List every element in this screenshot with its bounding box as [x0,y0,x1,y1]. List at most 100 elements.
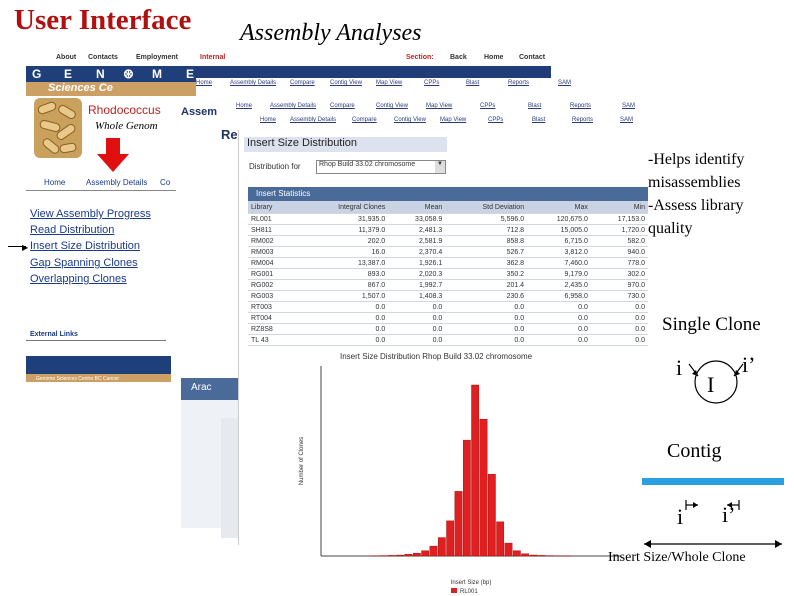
mid-nav-item[interactable]: Reports [508,80,529,86]
lower-panel-strip [221,418,238,538]
y-axis-label: Number of Clones [299,437,305,485]
histogram-bar [488,474,495,556]
mid-nav-item[interactable]: Home [196,80,212,86]
table-cell: 1,992.7 [388,280,445,291]
table-cell: 0.0 [591,302,648,313]
histogram-bar [438,538,445,556]
subnav-home[interactable]: Home [44,178,65,187]
mid-nav-item[interactable]: SAM [622,103,635,109]
nav-employment[interactable]: Employment [136,54,178,61]
nav-contacts[interactable]: Contacts [88,54,118,61]
mid-nav-item[interactable]: Blast [528,103,541,109]
table-cell: 0.0 [445,313,527,324]
table-cell: RM004 [248,258,297,269]
link-overlapping-clones[interactable]: Overlapping Clones [30,273,127,285]
mid-nav-item[interactable]: Home [236,103,252,109]
mid-nav-item[interactable]: SAM [620,117,633,123]
nav-about[interactable]: About [56,54,76,61]
mid-nav-item[interactable]: Map View [440,117,466,123]
table-cell: RT004 [248,313,297,324]
mid-nav-item[interactable]: Home [260,117,276,123]
table-cell: 0.0 [445,335,527,346]
table-cell: 970.0 [591,280,648,291]
logo-letter: N [96,67,106,81]
table-cell: 858.8 [445,236,527,247]
mid-nav-item[interactable]: Compare [352,117,377,123]
mid-nav-item[interactable]: Assembly Details [270,103,316,109]
slide-subtitle: Assembly Analyses [240,20,422,47]
bacteria-icon [34,98,82,158]
sciences-label: Sciences Ce [48,82,113,94]
mid-nav-item[interactable]: SAM [558,80,571,86]
table-cell: 730.0 [591,291,648,302]
nav-back[interactable]: Back [450,54,467,61]
mid-nav-item[interactable]: Compare [290,80,315,86]
mid-nav-item[interactable]: Map View [376,80,402,86]
table-cell: 15,005.0 [527,225,591,236]
table-cell: 2,481.3 [388,225,445,236]
subnav-assembly-details[interactable]: Assembly Details [86,178,147,187]
slide-title: User Interface [14,4,191,37]
mid-nav-item[interactable]: CPPs [480,103,495,109]
table-cell: 0.0 [445,302,527,313]
nav-internal[interactable]: Internal [200,54,225,61]
table-cell: 526.7 [445,247,527,258]
mid-nav-item[interactable]: Assembly Details [230,80,276,86]
link-read-distribution[interactable]: Read Distribution [30,224,114,236]
histogram-bar [405,554,412,556]
legend-label: RL001 [460,589,478,595]
link-insert-size-distribution[interactable]: Insert Size Distribution [30,240,140,252]
table-cell: 0.0 [527,335,591,346]
table-cell: 0.0 [445,324,527,335]
table-cell: 362.8 [445,258,527,269]
table-cell: 1,408.3 [388,291,445,302]
histogram-bar [455,491,462,556]
legend-swatch [451,588,457,593]
link-gap-spanning-clones[interactable]: Gap Spanning Clones [30,257,138,269]
distribution-select[interactable]: Rhop Build 33.02 chromosome ▼ [316,160,446,174]
mid-nav-item[interactable]: CPPs [488,117,503,123]
subnav-co[interactable]: Co [160,178,170,187]
table-cell: 1,720.0 [591,225,648,236]
table-cell: 350.2 [445,269,527,280]
histogram-bar [480,419,487,556]
genome-logo-bar: G E N M E ⊛ [26,66,196,82]
mid-nav-item[interactable]: Map View [426,103,452,109]
chevron-down-icon[interactable]: ▼ [435,161,445,173]
column-header: Std Deviation [445,201,527,214]
x-axis-label: Insert Size (bp) [451,580,492,586]
mid-nav-item[interactable]: CPPs [424,80,439,86]
table-cell: 0.0 [591,335,648,346]
logo-letter: M [152,67,163,81]
mid-nav-item[interactable]: Blast [532,117,545,123]
mid-nav-item[interactable]: Blast [466,80,479,86]
table-cell: 582.0 [591,236,648,247]
mid-nav-item[interactable]: Reports [572,117,593,123]
note-line: quality [648,217,744,240]
mid-nav-item[interactable]: Reports [570,103,591,109]
table-cell: 867.0 [297,280,388,291]
table-cell: 0.0 [297,313,388,324]
table-cell: 11,379.0 [297,225,388,236]
mid-nav-item[interactable]: Contig View [376,103,408,109]
red-arrow-head [97,154,129,172]
mid-nav-item[interactable]: Assembly Details [290,117,336,123]
nav-home[interactable]: Home [484,54,503,61]
mid-nav-item[interactable]: Contig View [330,80,362,86]
single-clone-label: Single Clone [662,314,761,336]
mid-nav-item[interactable]: Contig View [394,117,426,123]
nav-contact[interactable]: Contact [519,54,545,61]
histogram-bar [530,555,537,556]
link-view-assembly-progress[interactable]: View Assembly Progress [30,208,151,220]
table-cell: 201.4 [445,280,527,291]
insert-statistics-heading: Insert Statistics [248,187,648,201]
mid-nav-item[interactable]: Compare [330,103,355,109]
table-cell: 778.0 [591,258,648,269]
distribution-label: Distribution for [249,162,301,171]
histogram-bar [430,546,437,556]
lower-panel-tab[interactable]: Arac [181,378,239,400]
